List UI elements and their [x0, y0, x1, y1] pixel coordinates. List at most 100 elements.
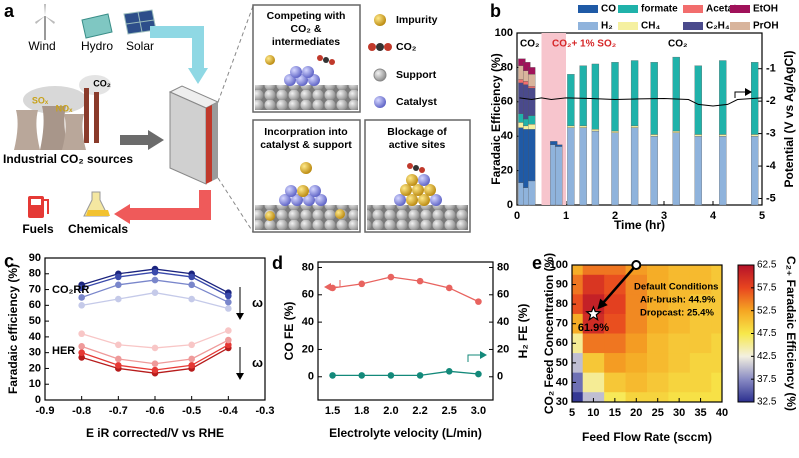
bar-segment [751, 136, 759, 206]
y2-tick-label: 0 [497, 371, 503, 383]
data-point [151, 360, 159, 368]
heat-cell [572, 274, 584, 295]
bar-segment [528, 74, 536, 87]
bar-segment [672, 56, 680, 132]
effect-title: Blockage of [387, 126, 447, 138]
colorbar-title: C₂₊ Faradaic Efficiency (%) [784, 256, 798, 411]
bar-segment [523, 62, 531, 71]
legend-label: CH₄ [641, 21, 660, 32]
data-point [115, 341, 122, 349]
bar-segment [528, 86, 536, 89]
effect-title: Competing with [267, 10, 346, 22]
heat-cell [604, 333, 627, 354]
plot-frame [516, 32, 763, 206]
x-tick-label: -0.5 [182, 405, 201, 417]
x-tick-label: 5 [759, 210, 765, 222]
heat-cell [668, 265, 691, 276]
annotation: CO₂+ 1% SO₂ [552, 39, 616, 50]
data-point [225, 298, 232, 306]
heat-cell [647, 372, 669, 393]
panel-label: b [490, 1, 501, 21]
heatmap [572, 265, 722, 402]
legend-label: PrOH [753, 21, 779, 32]
y2-tick-label: 20 [497, 343, 509, 355]
y2-axis-title: H₂ FE (%) [516, 304, 530, 359]
panel-label: c [4, 251, 14, 271]
bar-segment [579, 125, 587, 128]
arrow-head [236, 313, 244, 320]
bar-segment [719, 60, 727, 135]
bar-segment [528, 115, 536, 125]
heat-cell [625, 294, 648, 315]
heat-cell [689, 294, 712, 315]
industrial-label: Industrial CO₂ sources [3, 152, 133, 166]
heat-cell [689, 274, 712, 295]
heat-cell [625, 274, 648, 295]
y-tick-label: 30 [29, 347, 41, 359]
arrow-head [148, 130, 164, 150]
x-tick-label: 1.8 [354, 405, 369, 417]
heat-cell [604, 372, 627, 393]
data-point [358, 280, 366, 288]
x-tick-label: 1 [563, 210, 569, 222]
data-point [329, 372, 336, 379]
legend-label: Support [396, 69, 437, 81]
y-tick-label: 0 [308, 371, 314, 383]
bar-segment [630, 125, 639, 128]
heat-cell [647, 392, 669, 402]
series-line [332, 276, 479, 303]
arrow-head [324, 283, 331, 291]
bar-segment [672, 130, 680, 133]
heat-cell [689, 372, 712, 393]
wind-icon [35, 4, 55, 40]
electrolyzer [168, 85, 220, 185]
legend-swatch [578, 22, 598, 30]
bar-segment [751, 134, 759, 137]
data-point [151, 276, 159, 284]
legend-label: H₂ [601, 21, 613, 32]
colorbar-tick-label: 62.5 [757, 260, 777, 271]
heat-cell [582, 294, 605, 315]
bar-segment [719, 134, 727, 137]
bar-segment [528, 180, 536, 206]
hydro-icon [81, 13, 113, 39]
heat-cell [647, 333, 669, 354]
data-point [115, 295, 122, 303]
bar-segment [528, 87, 536, 116]
bar-segment [555, 144, 563, 147]
data-point [225, 292, 232, 300]
y-tick-label: 40 [29, 331, 41, 343]
heat-cell [689, 333, 712, 354]
bar-segment [591, 129, 600, 132]
heat-cell [582, 372, 605, 393]
series-label: CO₂RR [52, 284, 89, 296]
heat-cell [668, 372, 691, 393]
data-point [78, 349, 85, 356]
heat-cell [582, 333, 605, 354]
arrow [600, 264, 638, 306]
x-tick-label: -0.7 [109, 405, 128, 417]
heat-cell [689, 265, 712, 276]
annotation: ω [252, 355, 263, 370]
legend-label: Catalyst [396, 96, 437, 108]
x-tick-label: -0.3 [256, 405, 275, 417]
y-tick-label: 60 [29, 299, 41, 311]
colorbar-tick-label: 47.5 [757, 328, 777, 339]
y-axis-title: Faradaic efficiency (%) [6, 264, 20, 394]
heat-cell [689, 392, 712, 402]
effect-title: CO₂ & [291, 23, 322, 35]
bar-segment [611, 132, 619, 206]
y-tick-label: 0 [35, 394, 41, 406]
bar-segment [694, 136, 702, 206]
x-tick-label: 20 [630, 407, 642, 419]
arrow-head [188, 68, 208, 84]
y2-tick-label: 80 [497, 261, 509, 273]
bar-segment [550, 141, 558, 145]
heat-cell [572, 392, 584, 402]
heat-cell [647, 353, 669, 374]
series-line [519, 97, 763, 107]
data-point [151, 268, 159, 276]
panel-label: a [4, 1, 15, 21]
x-tick-label: -0.4 [219, 405, 239, 417]
